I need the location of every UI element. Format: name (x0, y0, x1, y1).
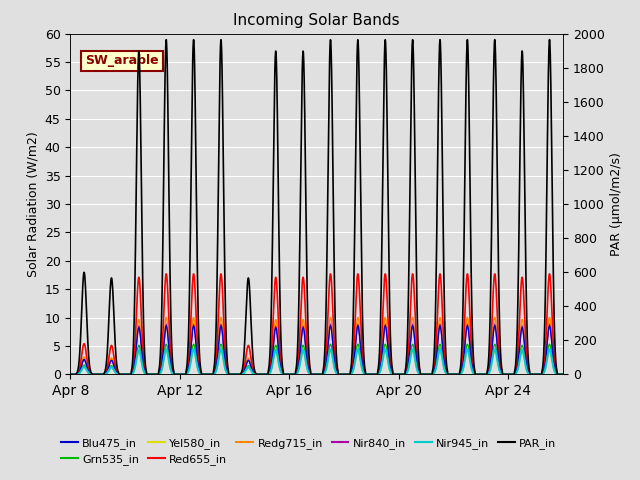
Y-axis label: Solar Radiation (W/m2): Solar Radiation (W/m2) (26, 131, 39, 277)
Title: Incoming Solar Bands: Incoming Solar Bands (234, 13, 400, 28)
Text: SW_arable: SW_arable (85, 54, 159, 67)
Y-axis label: PAR (μmol/m2/s): PAR (μmol/m2/s) (611, 152, 623, 256)
Legend: Blu475_in, Grn535_in, Yel580_in, Red655_in, Redg715_in, Nir840_in, Nir945_in, PA: Blu475_in, Grn535_in, Yel580_in, Red655_… (57, 433, 561, 469)
